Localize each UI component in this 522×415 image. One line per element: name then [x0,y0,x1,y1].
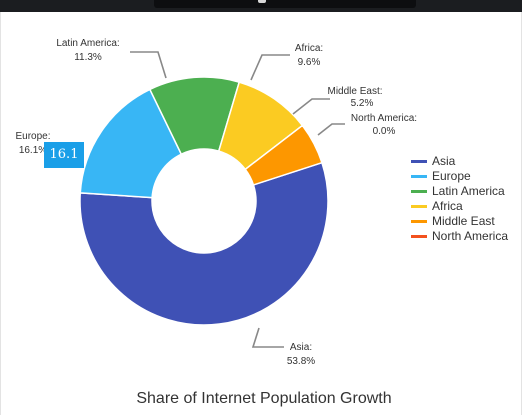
slice-europe[interactable] [79,88,183,199]
leader-line-asia [251,327,284,348]
legend-swatch-africa [411,205,427,208]
tooltip: 16.1 [44,142,84,168]
slice-label-value-africa: 9.6% [298,57,321,68]
leader-line-latin-america [130,51,167,79]
chart-title: Share of Internet Population Growth [136,390,391,407]
legend-swatch-middle-east [411,220,427,223]
legend-item-latin-america[interactable]: Latin America [432,184,505,198]
slice-label-name-africa: Africa: [295,43,323,54]
leader-line-north-america [317,123,345,136]
legend-swatch-europe [411,175,427,178]
leader-line-africa [250,54,290,81]
slice-asia[interactable] [79,161,329,326]
legend-item-europe[interactable]: Europe [432,169,471,183]
slice-middle-east[interactable] [244,124,323,186]
top-bar [0,0,522,12]
legend-swatch-latin-america [411,190,427,193]
leader-line-middle-east [292,98,330,115]
top-tab [154,0,416,8]
legend-item-north-america[interactable]: North America [432,229,508,243]
leader-lines [130,51,345,348]
slice-label-value-middle-east: 5.2% [351,98,374,109]
slice-label-name-asia: Asia: [290,342,312,353]
slice-label-name-latin-america: Latin America: [56,38,119,49]
slice-label-value-asia: 53.8% [287,356,315,367]
legend-item-africa[interactable]: Africa [432,199,463,213]
slice-label-name-north-america: North America: [351,113,417,124]
legend-item-middle-east[interactable]: Middle East [432,214,495,228]
slice-label-value-north-america: 0.0% [373,126,396,137]
legend-swatch-asia [411,160,427,163]
slice-label-name-europe: Europe: [15,131,50,142]
slice-labels: Asia: 53.8% Europe: 16.1% Latin America: 11.3… [15,38,417,367]
top-notch [258,0,266,3]
legend-swatch-north-america [411,235,427,238]
slice-label-name-middle-east: Middle East: [327,86,382,97]
slices [79,76,329,326]
slice-label-value-europe: 16.1% [19,145,47,156]
legend-item-asia[interactable]: Asia [432,154,456,168]
slice-label-value-latin-america: 11.3% [74,52,102,63]
